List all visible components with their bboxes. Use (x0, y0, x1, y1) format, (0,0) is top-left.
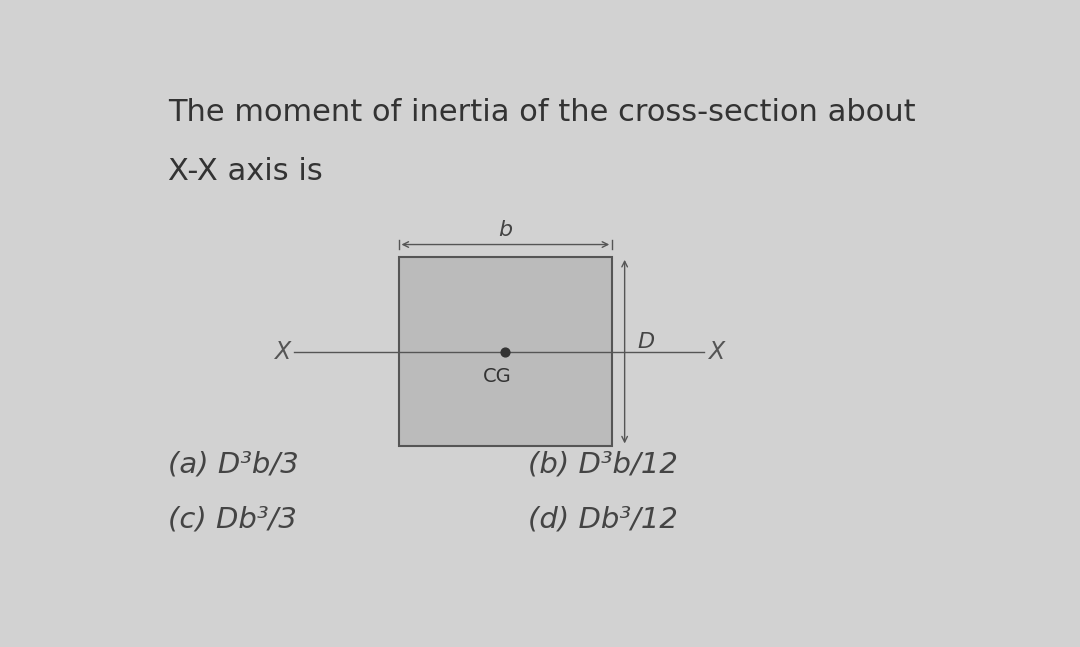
Text: (a) D³b/3: (a) D³b/3 (168, 451, 299, 479)
Text: b: b (498, 219, 512, 239)
Text: (d) Db³/12: (d) Db³/12 (528, 505, 678, 534)
Text: X: X (273, 340, 289, 364)
Text: X: X (708, 340, 725, 364)
Text: (b) D³b/12: (b) D³b/12 (528, 451, 678, 479)
Text: (c) Db³/3: (c) Db³/3 (168, 505, 297, 534)
Point (497, 347, 514, 357)
Bar (399, 257, 612, 446)
Text: The moment of inertia of the cross-section about: The moment of inertia of the cross-secti… (168, 98, 916, 127)
Text: D: D (637, 332, 654, 352)
Text: X-X axis is: X-X axis is (168, 157, 323, 186)
Text: CG: CG (483, 367, 511, 386)
